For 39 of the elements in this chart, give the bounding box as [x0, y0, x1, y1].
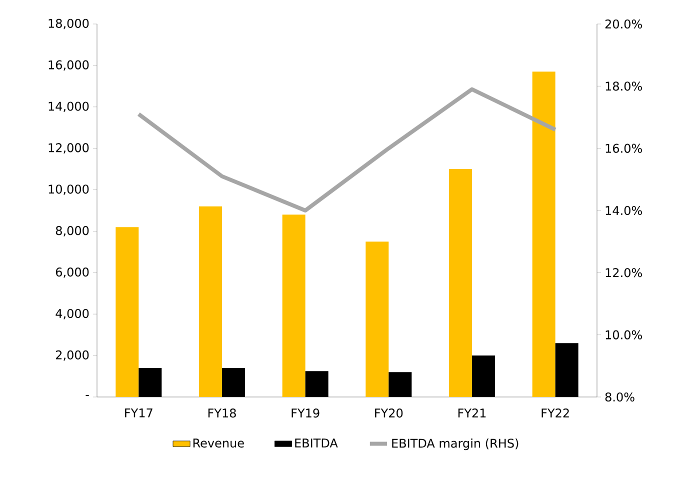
- bar: [555, 343, 578, 397]
- x-tick-label: FY18: [208, 408, 236, 418]
- y-tick-label: 10,000: [48, 184, 89, 195]
- x-tick-label: FY22: [542, 408, 569, 418]
- x-tick-label: FY17: [125, 408, 152, 418]
- y-tick-label: -: [86, 395, 89, 396]
- line-series: [136, 87, 558, 212]
- bar: [138, 368, 162, 397]
- bar: [305, 371, 328, 397]
- x-tick-label: FY21: [458, 408, 486, 418]
- y-tick-label: 4,000: [56, 308, 89, 320]
- bar: [116, 227, 139, 397]
- legend-label: EBITDA margin (RHS): [392, 438, 518, 450]
- y-tick-label: 16,000: [48, 60, 89, 71]
- y-tick-label: 12,000: [48, 143, 89, 154]
- bar: [388, 372, 412, 397]
- y-tick-label: 14,000: [48, 102, 89, 112]
- y-tick-label: 2,000: [56, 350, 89, 361]
- y-tick-label: 6,000: [56, 268, 89, 278]
- bar: [448, 169, 472, 397]
- y2-tick-label: 20.0%: [605, 19, 642, 29]
- legend-label: Revenue: [193, 438, 244, 448]
- y2-tick-label: 8.0%: [605, 392, 634, 402]
- y2-tick-label: 16.0%: [606, 144, 642, 153]
- bar: [472, 356, 495, 397]
- y2-tick-label: 10.0%: [606, 330, 642, 340]
- bar: [366, 242, 389, 397]
- x-tick-label: FY19: [292, 408, 320, 418]
- y2-tick-label: 14.0%: [606, 206, 642, 216]
- legend-label: EBITDA: [295, 438, 338, 448]
- y2-tick-label: 12.0%: [606, 268, 642, 278]
- bar: [222, 368, 245, 397]
- bar: [532, 72, 556, 397]
- y2-tick-label: 18.0%: [606, 82, 642, 91]
- x-tick-label: FY20: [375, 408, 403, 418]
- y-tick-label: 8,000: [56, 226, 89, 236]
- bar: [282, 214, 306, 397]
- y-tick-label: 18,000: [48, 18, 89, 30]
- bar: [199, 206, 222, 397]
